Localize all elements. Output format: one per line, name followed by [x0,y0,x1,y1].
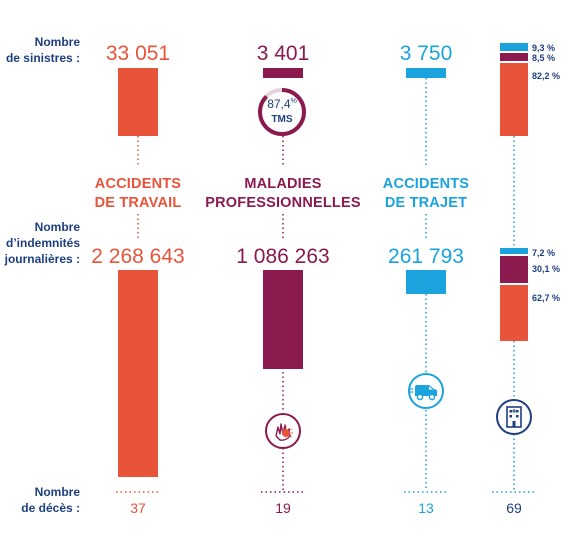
building-icon [496,399,532,435]
sinistres-value-at: 33 051 [105,42,171,65]
sinistres-bar-trajet [406,68,446,78]
tms-badge: 87,4% TMS [256,86,308,138]
share-sinistres-label-mp: 8,5 % [532,53,556,64]
indemnites-value-at: 2 268 643 [91,245,185,268]
sinistres-bar-mp [263,68,303,78]
tms-label: TMS [271,114,293,125]
share-sinistres-segment-trajet [500,43,528,52]
share-indemnites-label-trajet: 7,2 % [532,248,556,258]
van-icon [408,373,444,409]
indemnites-bar-trajet [406,270,446,294]
indemnites-bar-mp [263,270,303,370]
category-label-trajet: ACCIDENTS DE TRAJET [382,176,470,211]
inflamed-hand-icon [265,413,301,449]
label-deces: Nombre de décès : [21,485,80,515]
share-indemnites-segment-at [500,285,528,341]
label-sinistres: Nombre de sinistres : [5,35,80,65]
deces-value-at: 37 [130,500,146,516]
share-sinistres-label-trajet: 9,3 % [532,43,556,53]
share-indemnites-label-mp: 30,1 % [532,263,561,274]
share-sinistres-label-at: 82,2 % [532,70,561,81]
category-label-mp: MALADIES PROFESSIONNELLES [205,176,361,211]
share-indemnites-segment-trajet [500,248,528,255]
indemnites-value-trajet: 261 793 [388,245,464,268]
indemnites-value-mp: 1 086 263 [236,245,330,268]
deces-value-trajet: 13 [418,500,434,516]
sinistres-value-trajet: 3 750 [399,42,453,65]
tms-ring [258,88,306,136]
deces-value-mp: 19 [275,500,291,516]
deces-value-total: 69 [506,500,522,516]
share-indemnites-segment-mp [500,256,528,284]
label-indemnites: Nombre d’indemnités journalières : [4,220,80,266]
share-sinistres-segment-at [500,62,528,136]
category-label-at: ACCIDENTS DE TRAVAIL [94,176,182,211]
share-indemnites-label-at: 62,7 % [532,293,561,304]
sinistres-bar-at [118,68,158,136]
indemnites-bar-at [118,270,158,477]
tms-value: 87,4% [267,97,297,111]
sinistres-value-mp: 3 401 [256,42,310,65]
share-sinistres-segment-mp [500,53,528,61]
